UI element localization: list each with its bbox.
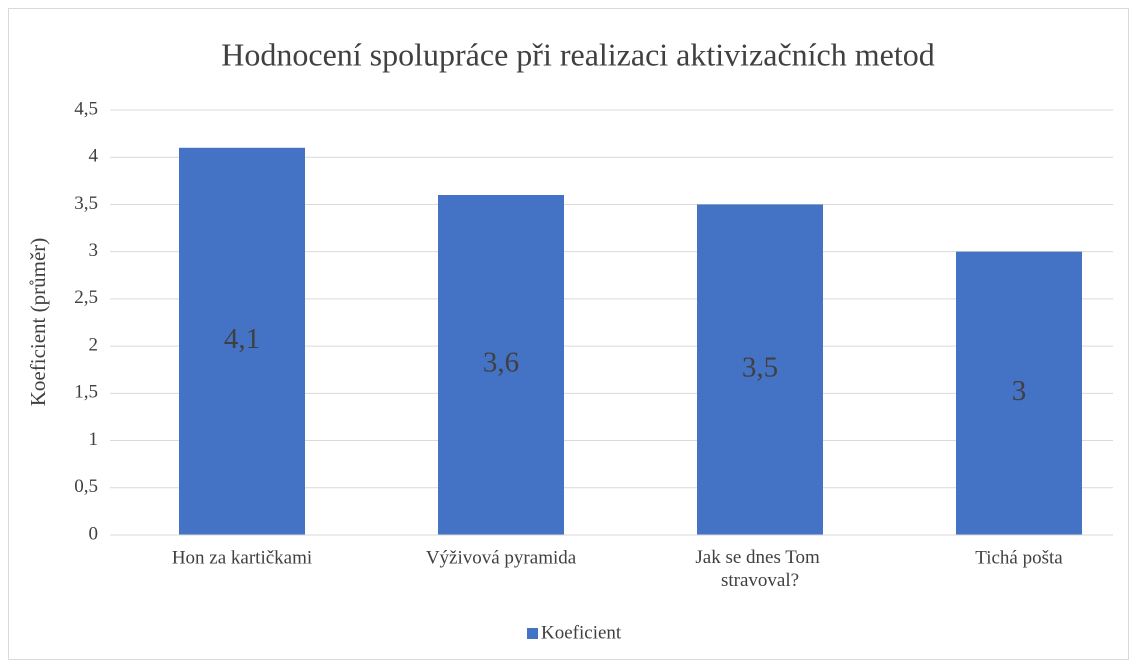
y-tick-label: 1 (89, 429, 99, 450)
data-label: 3,5 (742, 351, 778, 383)
data-label: 3,6 (483, 347, 519, 379)
data-label: 4,1 (224, 323, 260, 355)
y-tick-label: 2 (89, 334, 99, 355)
y-tick-label: 1,5 (74, 382, 98, 403)
y-tick-label: 0,5 (74, 476, 98, 497)
y-tick-label: 4 (89, 146, 99, 167)
y-tick-label: 2,5 (74, 287, 98, 308)
y-tick-label: 4,5 (74, 98, 98, 119)
chart-title: Hodnocení spolupráce při realizaci aktiv… (221, 36, 934, 72)
y-tick-label: 0 (89, 523, 99, 544)
bar (179, 147, 305, 535)
bar (956, 251, 1082, 535)
x-tick-label: Tichá pošta (975, 547, 1063, 568)
y-tick-label: 3,5 (74, 193, 98, 214)
x-tick-label: Hon za kartičkami (172, 547, 312, 568)
y-axis-title: Koeficient (průměr) (26, 238, 50, 407)
x-tick-label: Výživová pyramida (426, 547, 577, 568)
x-tick-label: Jak se dnes Tom stravoval? (695, 547, 824, 591)
legend-label: Koeficient (541, 622, 622, 643)
y-tick-label: 3 (89, 240, 99, 261)
bar (697, 204, 823, 535)
bar (438, 195, 564, 535)
data-label: 3 (1012, 375, 1027, 407)
legend-swatch (527, 628, 538, 639)
